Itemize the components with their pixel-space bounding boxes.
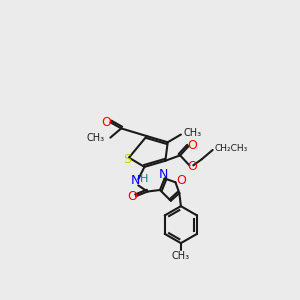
Text: S: S	[123, 153, 131, 166]
Text: N: N	[158, 168, 168, 181]
Text: CH₃: CH₃	[172, 251, 190, 261]
Text: O: O	[127, 190, 137, 203]
Text: O: O	[176, 174, 186, 187]
Text: N: N	[130, 174, 140, 187]
Text: H: H	[140, 174, 148, 184]
Text: O: O	[188, 160, 197, 172]
Text: CH₂CH₃: CH₂CH₃	[215, 144, 248, 153]
Text: O: O	[101, 116, 111, 129]
Text: CH₃: CH₃	[184, 128, 202, 138]
Text: O: O	[187, 139, 197, 152]
Text: CH₃: CH₃	[86, 134, 104, 143]
